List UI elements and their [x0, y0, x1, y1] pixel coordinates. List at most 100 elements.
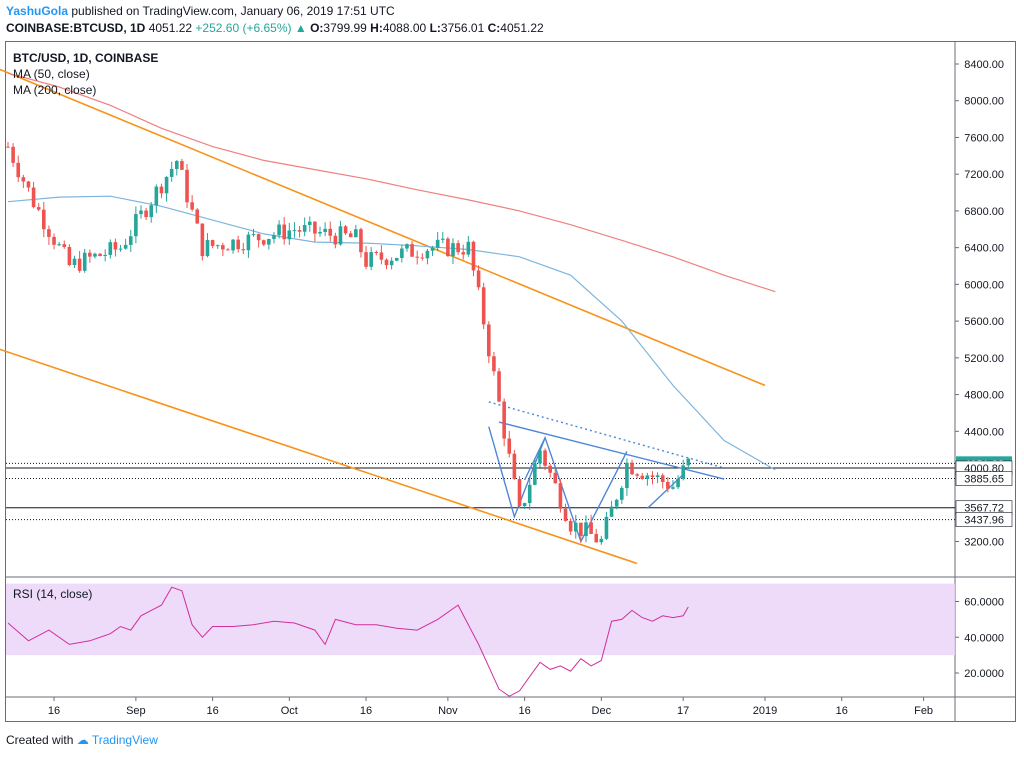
price-label-badge [955, 512, 1013, 527]
candle-up [625, 462, 629, 489]
candle-up [522, 503, 527, 507]
candle-up [108, 242, 113, 255]
candle-down [261, 240, 266, 245]
time-tick-label: 16 [836, 705, 848, 717]
candle-up [430, 247, 435, 251]
price-tick-label: 6800.00 [964, 206, 1004, 218]
candle-down [31, 187, 36, 208]
candle-down [52, 236, 56, 245]
candle-up [164, 176, 169, 194]
candle-down [384, 259, 389, 266]
candle-up [205, 240, 210, 257]
candle-up [451, 243, 455, 257]
up-arrow-icon: ▲ [294, 21, 307, 35]
candle-down [16, 162, 21, 178]
candle-down [650, 475, 655, 478]
candle-down [333, 235, 338, 245]
candle-up [103, 254, 107, 257]
candle-up [400, 248, 404, 258]
candle-up [655, 475, 660, 478]
candle-up [123, 244, 128, 249]
tradingview-brand-link[interactable]: TradingView [91, 733, 158, 747]
price-label-text: 3437.96 [964, 515, 1004, 527]
chart-frame[interactable] [5, 41, 1016, 722]
tradingview-logo-icon[interactable]: ☁ [76, 733, 89, 747]
candle-down [548, 465, 552, 473]
publisher-line: YashuGola published on TradingView.com, … [6, 3, 1016, 20]
candle-down [6, 146, 10, 148]
footer: Created with ☁ TradingView [6, 733, 158, 747]
candle-up [307, 221, 312, 226]
author-link[interactable]: YashuGola [6, 4, 69, 18]
candle-up [466, 241, 471, 255]
time-tick-label: 16 [360, 705, 372, 717]
candle-up [277, 224, 281, 236]
candle-up [323, 228, 327, 233]
candle-down [630, 462, 634, 475]
candle-down [144, 210, 148, 218]
candle-up [599, 538, 604, 543]
candle-up [354, 229, 358, 238]
candle-up [57, 244, 61, 246]
candle-down [328, 228, 333, 236]
price-label-text: 3567.72 [964, 503, 1004, 515]
candle-up [425, 250, 430, 259]
time-tick-label: Oct [281, 705, 298, 717]
candle-down [113, 242, 118, 250]
candle-down [635, 474, 639, 476]
candle-down [379, 252, 384, 260]
candle-down [236, 239, 240, 250]
open-value: 3799.99 [323, 21, 367, 35]
candle-up [533, 463, 537, 485]
published-text: published on TradingView.com, January 06… [71, 4, 395, 18]
candle-down [11, 146, 15, 163]
time-tick-label: Nov [438, 705, 458, 717]
rsi-band [6, 583, 955, 656]
candle-up [174, 161, 179, 169]
trendline-w-left [488, 426, 546, 519]
price-tick-label: 7200.00 [964, 169, 1004, 181]
price-tick-label: 5600.00 [964, 316, 1004, 328]
trendline-pattern-upper [498, 421, 725, 480]
legend-ma200[interactable]: MA (200, close) [13, 83, 97, 97]
candle-down [47, 229, 51, 237]
candle-up [645, 475, 650, 479]
candle-up [292, 230, 297, 232]
candle-up [389, 260, 394, 266]
candle-down [415, 256, 419, 258]
open-label: O: [310, 21, 324, 35]
candle-down [543, 450, 547, 466]
candle-up [287, 230, 292, 240]
candle-up [154, 186, 159, 206]
candle-down [502, 401, 506, 439]
candle-down [77, 258, 82, 271]
last-price: 4051.22 [148, 21, 193, 35]
legend-rsi[interactable]: RSI (14, close) [13, 587, 93, 601]
candle-down [660, 475, 665, 483]
candle-down [558, 483, 563, 509]
candle-up [302, 225, 307, 232]
legend-ma50[interactable]: MA (50, close) [13, 67, 90, 81]
time-tick-label: 16 [48, 705, 60, 717]
candle-up [72, 258, 77, 266]
candle-down [226, 249, 230, 251]
candle-down [185, 169, 189, 203]
candle-up [686, 458, 691, 466]
price-tick-label: 4400.00 [964, 426, 1004, 438]
candle-down [256, 234, 261, 241]
candle-down [195, 209, 200, 224]
candle-down [343, 226, 348, 234]
candle-down [62, 244, 67, 248]
candle-up [231, 239, 235, 251]
candle-down [446, 238, 450, 257]
candle-down [282, 224, 287, 240]
candle-up [681, 465, 685, 479]
candle-down [26, 181, 31, 188]
candle-up [435, 239, 440, 248]
candle-up [369, 252, 373, 267]
legend-symbol: BTC/USD, 1D, COINBASE [13, 51, 159, 65]
candle-up [134, 214, 138, 237]
rsi-line [7, 586, 689, 697]
candle-down [21, 177, 26, 182]
